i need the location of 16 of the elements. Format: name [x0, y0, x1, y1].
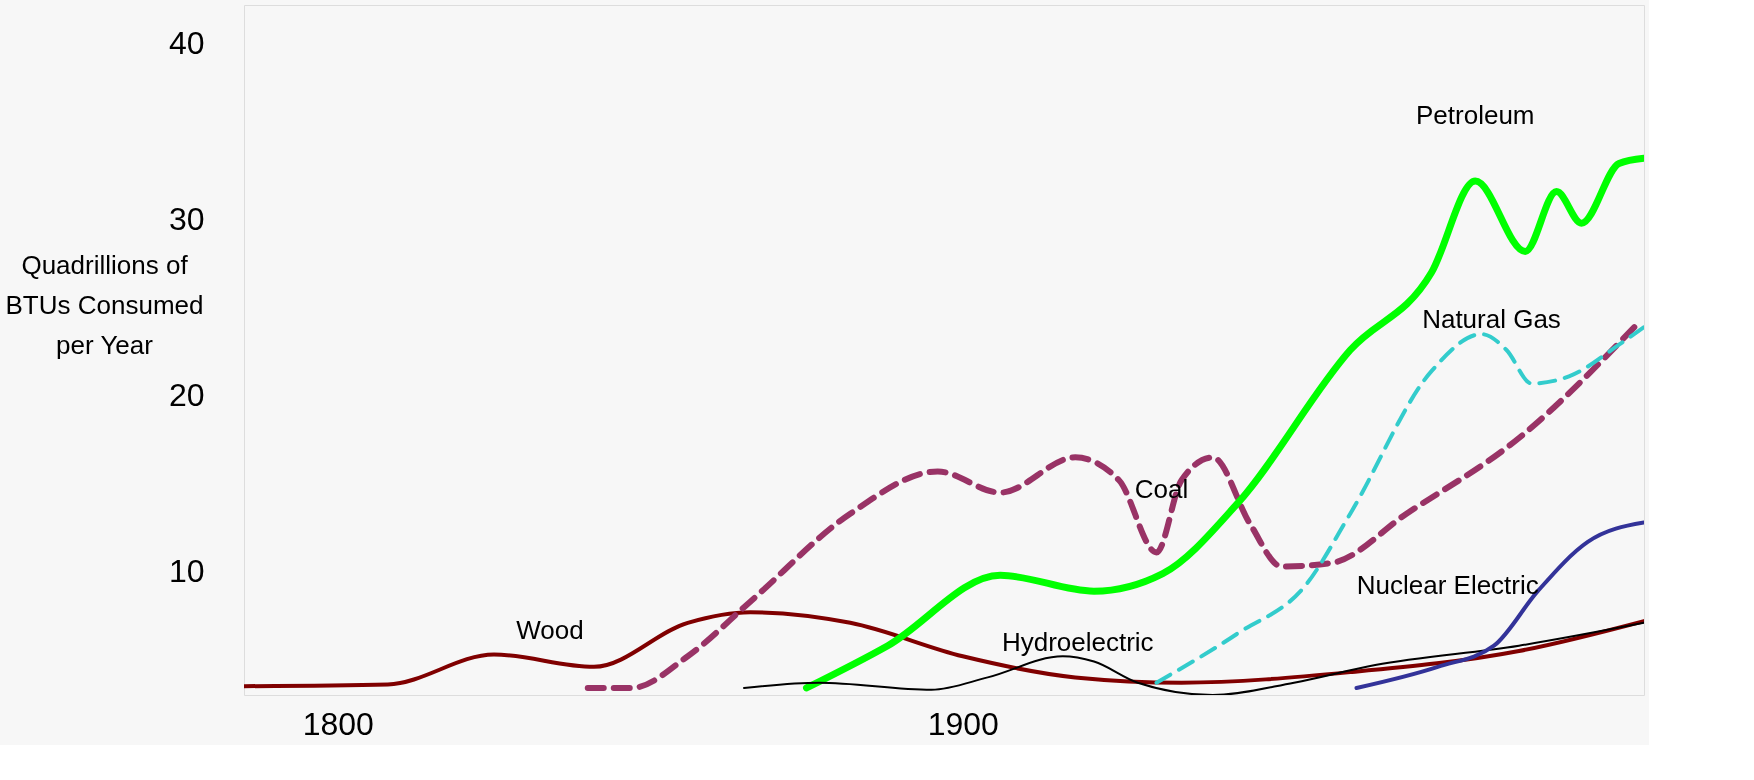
series-label: Wood [516, 614, 584, 645]
y-tick-label: 30 [168, 201, 205, 238]
y-tick-label: 20 [168, 377, 205, 414]
y-tick-label: 10 [168, 553, 205, 590]
y-tick-label: 40 [168, 25, 205, 62]
line-series [244, 610, 1644, 689]
x-tick-label: 1900 [927, 705, 999, 742]
text: Petroleum [1416, 100, 1535, 131]
series-label: Coal [1134, 474, 1189, 505]
x-tick-label: 1800 [302, 705, 374, 742]
line-series [1354, 520, 1644, 690]
series-label: Hydroelectric [1001, 627, 1154, 658]
series-label: Nuclear Electric [1356, 569, 1539, 600]
series-label: Natural Gas [1422, 304, 1561, 335]
line-series [743, 621, 1644, 695]
y-axis-title: Quadrillions of BTUs Consumed per Year [5, 249, 204, 360]
